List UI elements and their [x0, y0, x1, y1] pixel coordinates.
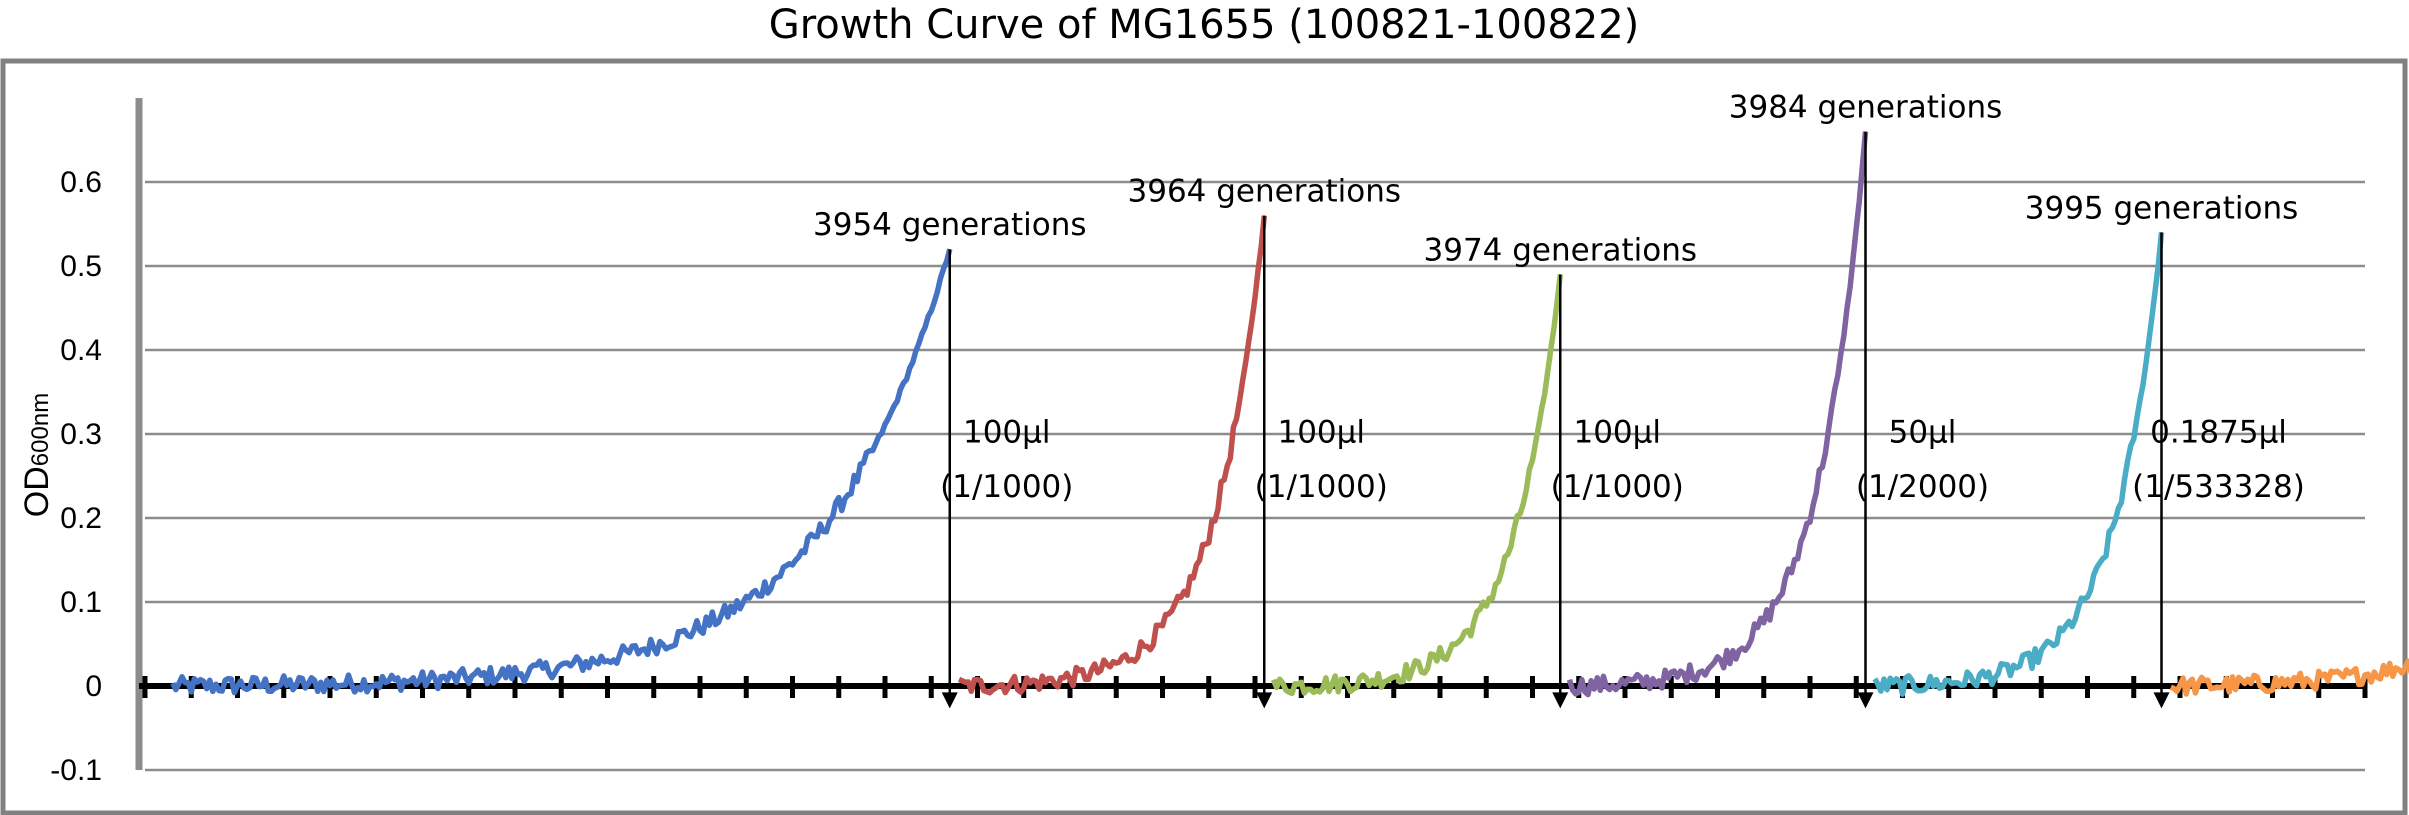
series-line	[2169, 658, 2409, 697]
y-tick-label: 0.1	[60, 586, 102, 619]
series-line	[957, 215, 1268, 696]
chart-title: Growth Curve of MG1655 (100821-100822)	[769, 2, 1640, 48]
axes: -0.1 0 0.1 0.2 0.3 0.4 0.5 0.6	[50, 98, 2368, 787]
y-tick-label: -0.1	[50, 754, 102, 787]
y-axis-label: OD600nm	[18, 393, 56, 517]
y-tick-label: 0.4	[60, 334, 102, 367]
dilution-label: (1/533328)	[2132, 469, 2305, 505]
generations-label: 3954 generations	[813, 207, 1087, 243]
transfer-volume-label: 100μl	[1277, 414, 1365, 450]
y-tick-label: 0.5	[60, 250, 102, 283]
dilution-label: (1/1000)	[1255, 469, 1388, 505]
transfer-volume-label: 100μl	[1573, 414, 1661, 450]
generations-label: 3974 generations	[1424, 232, 1698, 268]
transfer-arrow-head	[1256, 692, 1273, 709]
generations-label: 3995 generations	[2025, 190, 2299, 226]
series-lines	[170, 131, 2409, 698]
generations-label: 3964 generations	[1128, 174, 1402, 210]
series-line	[1270, 274, 1564, 697]
transfer-arrow-head	[1857, 692, 1874, 709]
dilution-label: (1/2000)	[1856, 469, 1989, 505]
gridlines	[145, 180, 2365, 772]
y-axis-label-main: OD	[18, 466, 56, 517]
series-line	[170, 248, 953, 696]
transfer-arrow-head	[1552, 692, 1569, 709]
transfer-volume-label: 50μl	[1889, 414, 1957, 450]
transfer-volume-label: 100μl	[963, 414, 1051, 450]
dilution-label: (1/1000)	[1551, 469, 1684, 505]
y-tick-label: 0	[85, 670, 102, 703]
series-line	[1566, 131, 1869, 698]
series-line	[1872, 232, 2165, 697]
transfer-arrow-head	[941, 692, 958, 709]
y-axis-label-sub: 600nm	[27, 393, 54, 466]
y-tick-label: 0.6	[60, 166, 102, 199]
transfer-volume-label: 0.1875μl	[2150, 414, 2287, 450]
annotations: 3954 generations 100μl (1/1000) 3964 genera…	[813, 90, 2305, 709]
transfer-arrow-head	[2153, 692, 2170, 709]
generations-label: 3984 generations	[1729, 90, 2003, 126]
dilution-label: (1/1000)	[940, 469, 1073, 505]
y-tick-label: 0.3	[60, 418, 102, 451]
y-tick-label: 0.2	[60, 502, 102, 535]
